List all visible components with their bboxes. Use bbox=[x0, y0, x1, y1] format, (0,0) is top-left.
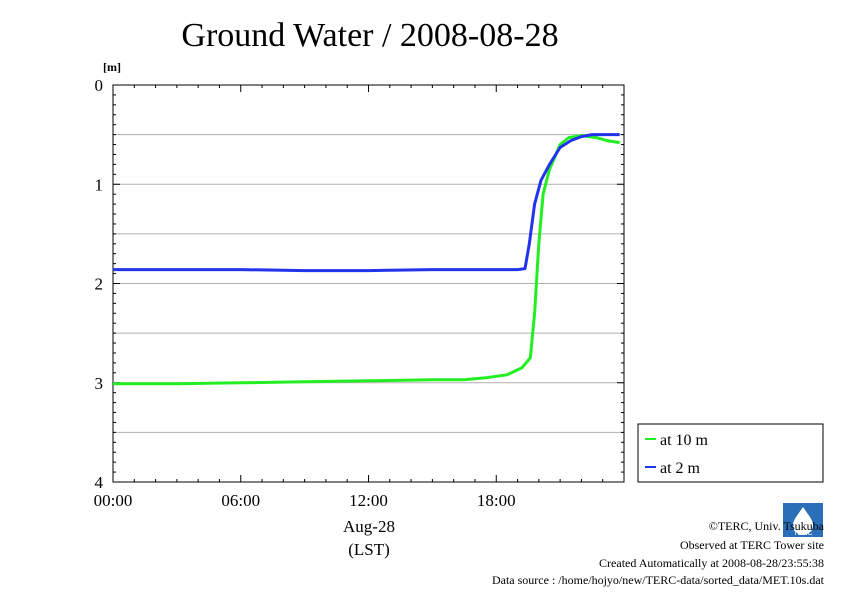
y-tick-label: 4 bbox=[95, 473, 104, 492]
footer-source: Data source : /home/hojyo/new/TERC-data/… bbox=[491, 573, 824, 587]
axis-ticks: 0 1 2 3 400:00 06:00 12:00 18:00 bbox=[94, 76, 624, 510]
y-axis-unit-label: [m] bbox=[103, 60, 121, 74]
legend-label-at-2-m: at 2 m bbox=[660, 460, 701, 477]
y-tick-label: 2 bbox=[95, 275, 104, 294]
legend: at 10 m at 2 m bbox=[637, 423, 824, 483]
water-drop-icon bbox=[793, 507, 813, 535]
series-lines bbox=[113, 133, 620, 386]
footer-copyright: ©TERC, Univ. Tsukuba bbox=[708, 519, 824, 533]
x-axis-timezone-label: (LST) bbox=[348, 540, 390, 559]
footer-created: Created Automatically at 2008-08-28/23:5… bbox=[599, 556, 824, 570]
y-tick-label: 0 bbox=[95, 76, 104, 95]
x-tick-label: 06:00 bbox=[221, 491, 260, 510]
y-tick-label: 1 bbox=[95, 175, 104, 194]
footer-observed: Observed at TERC Tower site bbox=[679, 538, 824, 552]
x-tick-label: 00:00 bbox=[94, 491, 133, 510]
x-tick-label: 18:00 bbox=[477, 491, 516, 510]
terc-logo: TERC bbox=[783, 503, 823, 537]
series-line-at-10-m bbox=[113, 134, 620, 386]
legend-box bbox=[637, 423, 824, 483]
chart-title: Ground Water / 2008-08-28 bbox=[181, 17, 558, 54]
terc-logo-text: TERC bbox=[793, 530, 812, 537]
legend-label-at-10-m: at 10 m bbox=[660, 432, 709, 449]
x-axis-date-label: Aug-28 bbox=[343, 517, 395, 536]
series-line-at-2-m bbox=[113, 133, 620, 273]
x-tick-label: 12:00 bbox=[349, 491, 388, 510]
y-tick-label: 3 bbox=[95, 374, 104, 393]
